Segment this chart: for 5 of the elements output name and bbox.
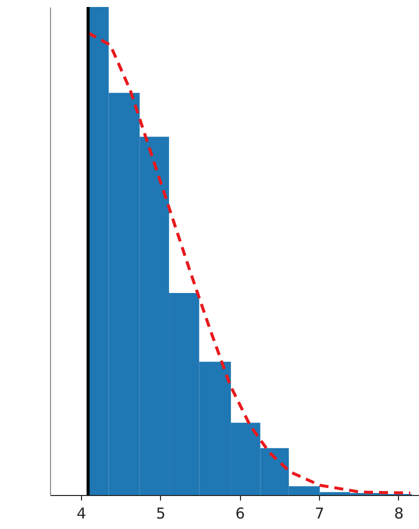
x-tick-label: 5	[156, 504, 166, 522]
x-tick-label: 7	[314, 504, 324, 522]
x-tick-label: 6	[235, 504, 245, 522]
x-tick-label: 8	[394, 504, 404, 522]
x-tick-label: 4	[76, 504, 86, 522]
